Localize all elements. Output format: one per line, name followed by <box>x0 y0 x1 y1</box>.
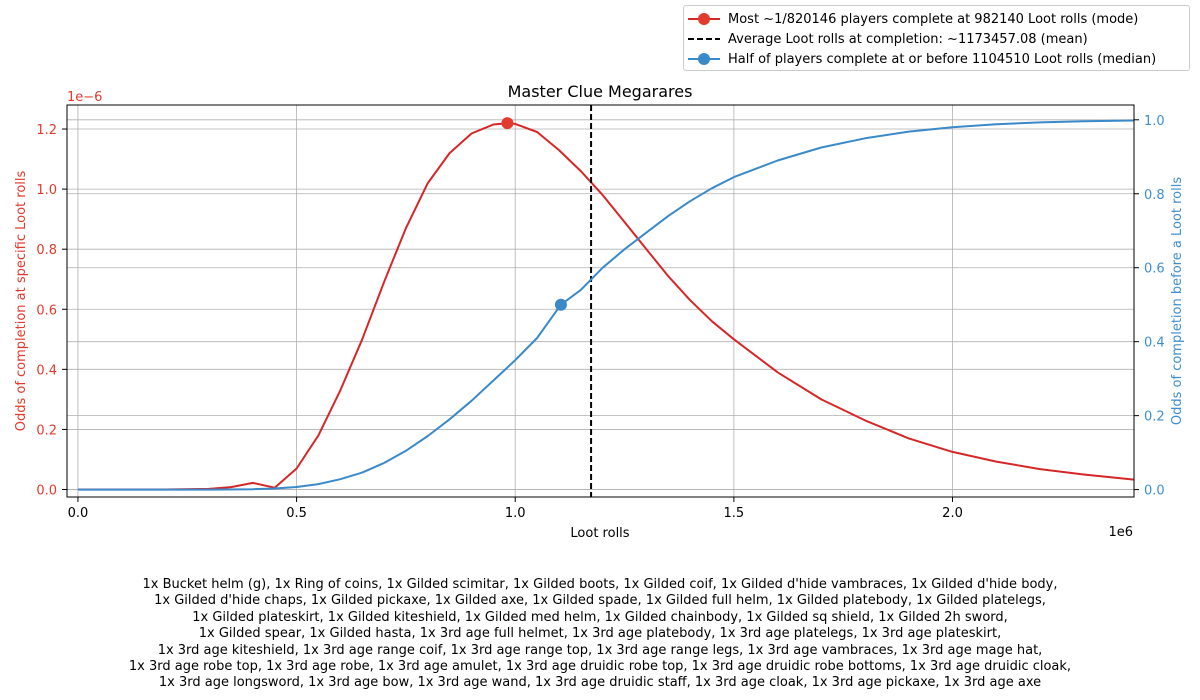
left-tick-label: 0.2 <box>36 423 57 438</box>
left-offset-text: 1e−6 <box>67 90 102 105</box>
legend-item-mode: Most ~1/820146 players complete at 98214… <box>688 9 1138 29</box>
right-tick-label: 0.0 <box>1144 484 1165 499</box>
left-tick-label: 1.0 <box>36 183 57 198</box>
x-tick-label: 1.0 <box>505 506 526 521</box>
x-tick-label: 1.5 <box>724 506 745 521</box>
legend-swatch-mean <box>688 38 720 40</box>
caption-line: 1x 3rd age longsword, 1x 3rd age bow, 1x… <box>158 675 1042 691</box>
plot-area <box>77 105 1135 497</box>
legend-item-median: Half of players complete at or before 11… <box>688 49 1156 69</box>
legend-item-mean: Average Loot rolls at completion: ~11734… <box>688 29 1088 49</box>
left-tick-label: 0.8 <box>36 243 57 258</box>
right-tick-label: 0.6 <box>1144 262 1165 277</box>
caption-line: 1x Gilded d'hide chaps, 1x Gilded pickax… <box>154 593 1046 609</box>
right-tick-label: 1.0 <box>1144 114 1165 129</box>
left-axis-label: Odds of completion at specific Loot roll… <box>14 170 29 431</box>
chart-title: Master Clue Megarares <box>508 82 693 101</box>
caption-line: 1x Gilded spear, 1x Gilded hasta, 1x 3rd… <box>198 626 1002 642</box>
right-axis-label: Odds of completion before a Loot rolls <box>1170 177 1185 425</box>
left-tick-label: 1.2 <box>36 123 57 138</box>
series-line-2 <box>77 119 1135 491</box>
legend-label-mean: Average Loot rolls at completion: ~11734… <box>728 31 1088 47</box>
right-tick-label: 0.2 <box>1144 410 1165 425</box>
x-offset-text: 1e6 <box>1108 525 1133 540</box>
axes: 0.0 0.5 1.0 1.5 2.0 0.0 0.2 0.4 0.6 0.8 1.0 1.2 0.0 0… <box>36 104 1165 521</box>
x-tick-label: 0.0 <box>68 506 89 521</box>
series-marker-0 <box>501 117 514 130</box>
series-marker-1 <box>554 298 567 311</box>
caption-line: 1x Gilded plateskirt, 1x Gilded kiteshie… <box>192 609 1008 625</box>
legend-label-mode: Most ~1/820146 players complete at 98214… <box>728 11 1139 27</box>
plot-frame <box>66 104 1135 498</box>
drop-list-caption: 1x Bucket helm (g), 1x Ring of coins, 1x… <box>0 577 1200 692</box>
caption-line: 1x 3rd age kiteshield, 1x 3rd age range … <box>157 642 1043 658</box>
left-tick-label: 0.4 <box>36 363 57 378</box>
right-tick-label: 0.4 <box>1144 336 1165 351</box>
legend-swatch-mode <box>688 13 720 25</box>
legend-label-median: Half of players complete at or before 11… <box>728 51 1157 67</box>
x-axis-label: Loot rolls <box>570 526 629 541</box>
x-tick-label: 2.0 <box>942 506 963 521</box>
grid <box>67 105 1134 497</box>
x-tick-label: 0.5 <box>286 506 307 521</box>
left-tick-label: 0.6 <box>36 303 57 318</box>
caption-line: 1x Bucket helm (g), 1x Ring of coins, 1x… <box>142 577 1058 592</box>
series-line-0 <box>77 122 1135 491</box>
right-tick-label: 0.8 <box>1144 188 1165 203</box>
caption-line: 1x 3rd age robe top, 1x 3rd age robe, 1x… <box>128 659 1072 675</box>
legend: Most ~1/820146 players complete at 98214… <box>683 5 1190 71</box>
left-tick-label: 0.0 <box>36 483 57 498</box>
legend-swatch-median <box>688 53 720 65</box>
